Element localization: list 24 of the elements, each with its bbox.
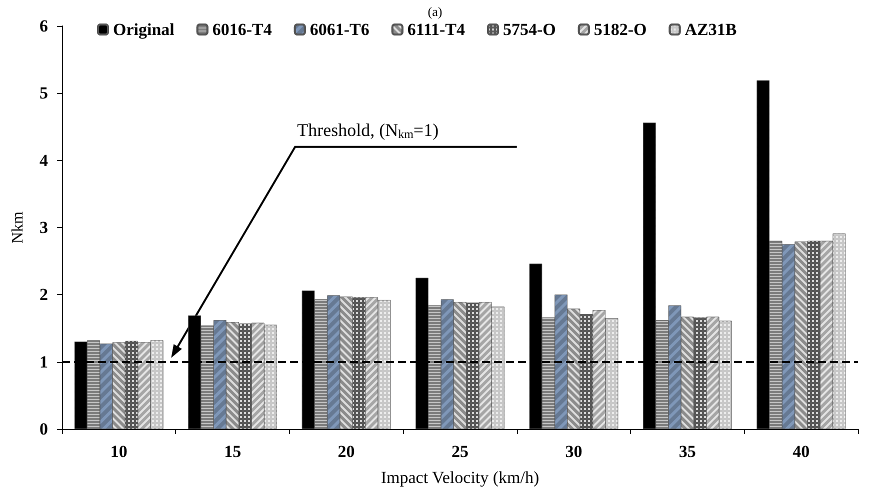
y-tick-label: 0: [40, 420, 48, 438]
x-tick-label: 15: [224, 442, 242, 461]
y-axis-title: Nkm: [10, 210, 26, 244]
y-tick-label: 5: [40, 84, 48, 103]
legend-label: 5182-O: [594, 20, 647, 39]
x-tick-label: 40: [792, 442, 810, 461]
x-tick-label: 10: [110, 442, 128, 461]
x-axis-title: Impact Velocity (km/h): [380, 468, 540, 487]
y-tick-label: 1: [40, 352, 48, 372]
y-tick-label: 2: [40, 285, 48, 304]
y-tick-label: 3: [40, 218, 48, 237]
legend-label: 6016-T4: [212, 20, 272, 39]
x-tick-label: 20: [338, 442, 355, 461]
legend-label: 6061-T6: [310, 20, 370, 39]
legend-label: 5754-O: [503, 20, 556, 39]
legend-label: AZ31B: [684, 20, 737, 39]
chart-title: (a): [428, 4, 442, 19]
legend-label: 6111-T4: [407, 20, 466, 39]
x-tick-label: 30: [565, 442, 582, 461]
legend-label: Original: [113, 20, 175, 39]
y-tick-label: 6: [40, 16, 48, 36]
x-tick-label: 35: [678, 442, 696, 461]
x-tick-label: 25: [452, 442, 468, 461]
y-tick-label: 4: [40, 150, 48, 170]
